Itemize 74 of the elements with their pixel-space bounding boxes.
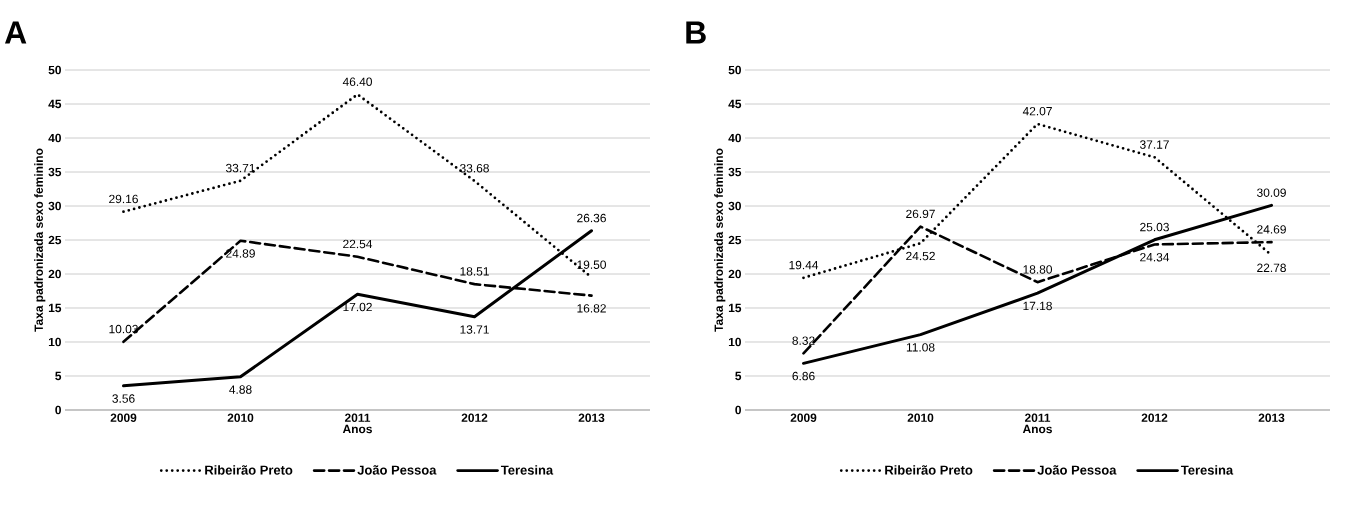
data-label: 42.07 bbox=[1022, 106, 1052, 116]
data-label: 25.03 bbox=[1140, 222, 1169, 232]
legend-label: João Pessoa bbox=[357, 465, 437, 475]
data-label: 24.34 bbox=[1140, 252, 1170, 262]
data-label: 33.71 bbox=[226, 163, 255, 173]
data-label: 13.71 bbox=[460, 325, 489, 334]
y-tick-label: 0 bbox=[55, 405, 61, 415]
x-axis-title: Anos bbox=[342, 424, 372, 434]
legend-label: Teresina bbox=[1180, 465, 1234, 475]
x-tick-label: 2010 bbox=[227, 413, 254, 422]
y-axis-title: Taxa padronizada sexo feminino bbox=[714, 148, 726, 332]
data-label: 26.36 bbox=[577, 213, 606, 223]
x-tick-label: 2012 bbox=[461, 413, 488, 422]
data-label: 37.17 bbox=[1140, 140, 1169, 149]
data-label: 33.68 bbox=[460, 164, 489, 173]
y-tick-label: 45 bbox=[48, 99, 62, 109]
x-tick-label: 2010 bbox=[907, 413, 934, 422]
data-label: 6.86 bbox=[792, 371, 815, 381]
x-tick-label: 2013 bbox=[578, 413, 605, 423]
y-tick-label: 40 bbox=[728, 133, 741, 143]
x-tick-label: 2013 bbox=[1258, 413, 1285, 423]
y-tick-label: 50 bbox=[48, 65, 61, 75]
y-tick-label: 15 bbox=[48, 303, 62, 313]
y-tick-label: 30 bbox=[728, 201, 741, 211]
data-label: 29.16 bbox=[109, 194, 138, 204]
y-tick-label: 40 bbox=[48, 133, 61, 143]
data-label: 24.69 bbox=[1257, 225, 1286, 234]
y-tick-label: 30 bbox=[48, 201, 61, 211]
y-tick-label: 20 bbox=[728, 269, 741, 279]
chart-title: A bbox=[4, 21, 27, 44]
data-label: 19.44 bbox=[789, 260, 819, 270]
data-label: 17.18 bbox=[1023, 301, 1052, 311]
y-tick-label: 25 bbox=[48, 235, 62, 245]
y-tick-label: 20 bbox=[48, 269, 61, 279]
data-label: 11.08 bbox=[906, 343, 935, 352]
legend-label: João Pessoa bbox=[1037, 465, 1117, 475]
data-label: 22.54 bbox=[343, 239, 373, 249]
y-tick-label: 15 bbox=[728, 303, 742, 313]
data-label: 30.09 bbox=[1257, 188, 1286, 197]
y-axis-title: Taxa padronizada sexo feminino bbox=[34, 148, 46, 332]
legend-label: Teresina bbox=[500, 465, 554, 475]
data-label: 46.40 bbox=[342, 77, 372, 86]
x-tick-label: 2012 bbox=[1141, 413, 1168, 422]
legend-label: Ribeirão Preto bbox=[885, 465, 973, 475]
data-label: 18.51 bbox=[460, 267, 489, 276]
data-label: 3.56 bbox=[112, 394, 135, 403]
data-label: 8.32 bbox=[792, 336, 815, 345]
data-label: 24.89 bbox=[226, 249, 255, 258]
chart-title: B bbox=[686, 21, 706, 44]
y-tick-label: 50 bbox=[728, 65, 741, 75]
data-label: 10.03 bbox=[109, 324, 138, 334]
y-tick-label: 10 bbox=[728, 337, 741, 347]
data-label: 26.97 bbox=[906, 209, 935, 219]
x-tick-label: 2011 bbox=[344, 413, 371, 422]
y-tick-label: 10 bbox=[48, 337, 61, 347]
x-tick-label: 2009 bbox=[110, 413, 137, 422]
x-tick-label: 2011 bbox=[1024, 413, 1051, 422]
data-label: 19.50 bbox=[577, 260, 606, 269]
data-label: 24.52 bbox=[906, 251, 935, 261]
y-tick-label: 35 bbox=[728, 167, 742, 177]
x-tick-label: 2009 bbox=[790, 413, 817, 422]
data-label: 18.80 bbox=[1023, 265, 1052, 274]
y-tick-label: 45 bbox=[728, 99, 742, 109]
y-tick-label: 25 bbox=[728, 235, 742, 245]
data-label: 22.78 bbox=[1257, 263, 1286, 273]
y-tick-label: 0 bbox=[735, 405, 741, 415]
x-axis-title: Anos bbox=[1022, 424, 1052, 434]
y-tick-label: 5 bbox=[55, 371, 62, 381]
data-label: 4.88 bbox=[229, 385, 252, 394]
y-tick-label: 5 bbox=[735, 371, 742, 381]
data-label: 16.82 bbox=[577, 304, 606, 313]
y-tick-label: 35 bbox=[48, 167, 62, 177]
legend-label: Ribeirão Preto bbox=[205, 465, 293, 475]
data-label: 17.02 bbox=[343, 302, 372, 312]
